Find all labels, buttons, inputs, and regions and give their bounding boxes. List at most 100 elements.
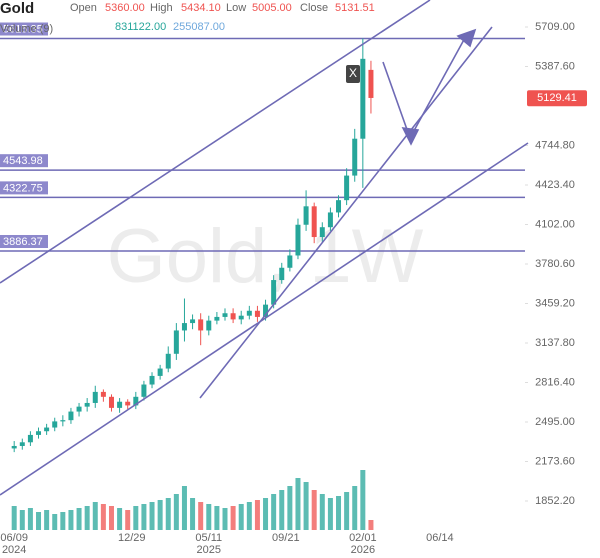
volume-bar — [149, 502, 155, 530]
volume-bar — [279, 490, 285, 530]
x-year-label: 2024 — [2, 544, 26, 556]
marker — [346, 65, 360, 83]
candle-body — [11, 445, 17, 449]
marker-x: X — [349, 66, 357, 80]
volume-bar — [295, 478, 301, 530]
header: 5005.00 — [252, 2, 292, 14]
volume-bar — [230, 506, 236, 530]
y-tick-label: 1852.20 — [535, 495, 575, 507]
header: Low — [226, 2, 246, 14]
header: 5434.10 — [181, 2, 221, 14]
volume-bar — [68, 510, 74, 530]
candle-body — [92, 391, 98, 403]
volume-bar — [173, 494, 179, 530]
level-label: 4322.75 — [3, 182, 43, 194]
y-tick-label: 5709.00 — [535, 21, 575, 33]
x-tick-label: 02/01 — [349, 532, 377, 544]
y-tick-label: 5387.60 — [535, 60, 575, 72]
candle-body — [173, 330, 179, 354]
trend-line — [199, 26, 493, 399]
candle-body — [230, 313, 236, 320]
last-price-badge — [527, 90, 587, 107]
volume-bar — [368, 520, 374, 530]
candle-body — [263, 304, 269, 317]
volume-bar — [214, 506, 220, 530]
x-tick-label: 09/21 — [272, 532, 300, 544]
volume-bar — [181, 486, 187, 530]
y-tick-label: 3459.20 — [535, 297, 575, 309]
level-label: 3886.37 — [3, 236, 43, 248]
candle-body — [44, 427, 50, 432]
volume-bar — [352, 486, 358, 530]
volume-bar — [108, 506, 114, 530]
candle-body — [206, 320, 212, 331]
volume-bar — [27, 508, 33, 530]
last-price-label: 5129.41 — [537, 92, 577, 104]
volume-bar — [254, 500, 260, 530]
level-label: 5615.35 — [3, 23, 43, 35]
candle-body — [100, 391, 106, 397]
candle-body — [214, 316, 220, 321]
volume-bar — [19, 510, 25, 530]
arrow — [409, 35, 467, 139]
volume-bar — [238, 504, 244, 530]
volume-bar — [263, 498, 269, 530]
candle-body — [27, 434, 33, 443]
volume-bar — [11, 506, 17, 530]
volume-bar — [52, 514, 58, 530]
candle-body — [319, 227, 325, 238]
candle-body — [108, 396, 114, 408]
candle-body — [190, 319, 196, 324]
candle-body — [76, 406, 82, 412]
header: 831122.00 — [115, 21, 166, 33]
candle-body — [60, 420, 66, 422]
volume-bar — [76, 508, 82, 530]
header: Open — [70, 2, 97, 14]
volume-bar — [344, 492, 350, 530]
x-tick-label: 05/11 — [195, 532, 222, 544]
header: Close — [300, 2, 328, 14]
y-tick-label: 4423.40 — [535, 179, 575, 191]
watermark: Gold, 1W — [107, 214, 424, 299]
candle-body — [279, 267, 285, 281]
candle-body — [68, 411, 74, 421]
y-tick-label: 3780.60 — [535, 258, 575, 270]
volume-bar — [36, 512, 42, 530]
candle-body — [344, 175, 350, 201]
candle-body — [336, 200, 342, 213]
candle-body — [246, 310, 252, 316]
x-year-label: 2025 — [197, 544, 221, 556]
y-tick-label: 2816.40 — [535, 376, 575, 388]
volume-bar — [206, 504, 212, 530]
trend-line — [0, 0, 431, 284]
level-badge — [0, 22, 48, 36]
candle-body — [125, 401, 131, 406]
candle-body — [327, 212, 333, 228]
volume-bar — [141, 504, 147, 530]
y-tick-label: 2173.60 — [535, 455, 575, 467]
header: Volume (9) — [0, 23, 53, 35]
y-tick-label: 2495.00 — [535, 416, 575, 428]
candle-body — [222, 313, 228, 317]
candle-body — [19, 442, 25, 446]
candle-body — [368, 69, 374, 98]
volume-bar — [303, 482, 309, 530]
candle-body — [303, 206, 309, 225]
drawings — [0, 0, 529, 496]
volume-bar — [311, 490, 317, 530]
x-tick-label: 12/29 — [118, 532, 146, 544]
candle-body — [181, 323, 187, 331]
candle-body — [133, 396, 139, 406]
candle-body — [295, 224, 301, 256]
candle-body — [52, 421, 58, 428]
volume-bar — [92, 502, 98, 530]
header: High — [150, 2, 173, 14]
candle-body — [198, 319, 204, 331]
candle-body — [157, 368, 163, 376]
header: 5360.00 — [105, 2, 145, 14]
arrow — [382, 61, 411, 139]
level-label: 4543.98 — [3, 155, 43, 167]
volume-bar — [336, 496, 342, 530]
header: 255087.00 — [173, 21, 225, 33]
